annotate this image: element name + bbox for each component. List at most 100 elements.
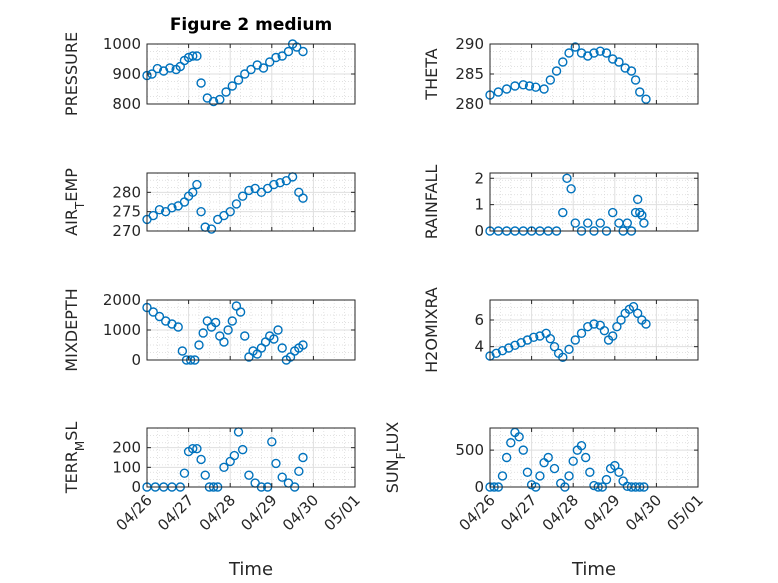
data-point: [616, 315, 626, 325]
data-point: [298, 340, 308, 350]
data-point: [192, 443, 202, 454]
y-tick-label: 285: [455, 65, 484, 83]
data-point: [192, 179, 202, 190]
data-point: [231, 199, 242, 209]
y-axis-label: RAINFALL: [422, 165, 441, 240]
data-point: [196, 206, 206, 217]
data-point: [196, 454, 206, 465]
y-tick-label: 2: [474, 169, 484, 187]
data-point: [595, 46, 605, 56]
data-point: [227, 81, 237, 91]
data-point: [535, 331, 545, 341]
data-point: [179, 468, 190, 478]
data-point: [528, 332, 539, 343]
y-tick-label: 1000: [103, 321, 141, 339]
data-point: [177, 346, 188, 356]
axes-box: [489, 299, 699, 361]
x-tick-label: 04/28: [539, 491, 582, 534]
data-point: [173, 322, 183, 332]
data-point: [595, 218, 605, 228]
data-point: [558, 57, 568, 67]
x-tick-label: 05/01: [321, 491, 364, 534]
data-point: [283, 46, 294, 57]
data-point: [599, 325, 610, 336]
x-tick-label: 04/27: [154, 491, 197, 534]
y-tick-label: 0: [131, 478, 141, 496]
data-point: [240, 69, 250, 79]
data-point: [148, 307, 158, 317]
y-axis-label: THETA: [422, 48, 441, 100]
x-tick-label: 04/29: [580, 491, 623, 534]
y-tick-label: 500: [455, 441, 484, 459]
data-point: [267, 437, 277, 447]
data-point: [614, 57, 624, 67]
data-point: [570, 218, 580, 228]
data-point: [570, 335, 580, 345]
data-point: [240, 331, 250, 341]
data-point: [229, 450, 240, 461]
subplot-theta: 280 285 290 THETA: [422, 35, 699, 113]
data-point: [539, 84, 549, 94]
data-point: [219, 462, 229, 473]
y-tick-label: 280: [112, 183, 141, 201]
y-axis-label: TERRMSL: [62, 422, 87, 495]
data-point: [198, 328, 208, 338]
data-point: [564, 344, 574, 355]
subplot-rainfall: 0 1 2 RAINFALL: [422, 165, 699, 240]
data-point: [522, 467, 533, 477]
data-point: [221, 87, 231, 97]
data-point: [510, 340, 520, 351]
x-axis-label-right: Time: [571, 559, 616, 580]
data-point: [549, 341, 560, 352]
data-point: [188, 51, 198, 61]
y-tick-label: 275: [112, 203, 141, 221]
data-point: [601, 48, 612, 58]
data-point: [564, 471, 574, 481]
data-point: [583, 218, 593, 228]
x-tick-label: 04/30: [622, 491, 665, 534]
y-tick-label: 280: [455, 95, 484, 113]
figure-title: Figure 2 medium: [170, 15, 332, 35]
data-point: [535, 471, 545, 481]
x-tick-label: 04/28: [196, 491, 239, 534]
data-point: [235, 307, 246, 317]
data-point: [610, 460, 620, 471]
data-point: [200, 470, 210, 480]
data-point: [635, 87, 645, 97]
data-point: [233, 75, 244, 85]
y-tick-label: 290: [455, 35, 484, 53]
data-point: [585, 467, 595, 477]
data-point: [622, 218, 632, 228]
subplot-h2omixra: 4 6 H2OMIXRA: [422, 287, 699, 373]
data-point: [244, 470, 254, 480]
data-point: [524, 81, 535, 91]
data-point: [298, 46, 308, 57]
data-point: [570, 42, 580, 52]
y-tick-label: 0: [131, 351, 141, 369]
data-point: [576, 328, 587, 339]
data-point: [277, 472, 287, 482]
data-point: [628, 301, 639, 312]
axes-box: [146, 427, 356, 488]
data-point: [152, 63, 163, 74]
data-point: [208, 96, 219, 107]
data-point: [635, 207, 645, 218]
x-tick-label: 04/26: [113, 491, 156, 534]
y-tick-label: 100: [112, 458, 141, 476]
data-point: [167, 203, 177, 213]
data-point: [545, 75, 556, 85]
plot-area: [490, 173, 698, 231]
data-point: [188, 443, 198, 454]
data-point: [564, 48, 574, 58]
axes-box: [146, 172, 356, 232]
data-point: [639, 218, 649, 228]
data-point: [506, 438, 516, 448]
data-point: [562, 173, 572, 183]
data-point: [275, 177, 285, 188]
data-point: [206, 224, 217, 234]
data-point: [271, 458, 281, 469]
data-point: [298, 452, 308, 463]
y-tick-label: 0: [474, 478, 484, 496]
data-point: [518, 445, 528, 455]
